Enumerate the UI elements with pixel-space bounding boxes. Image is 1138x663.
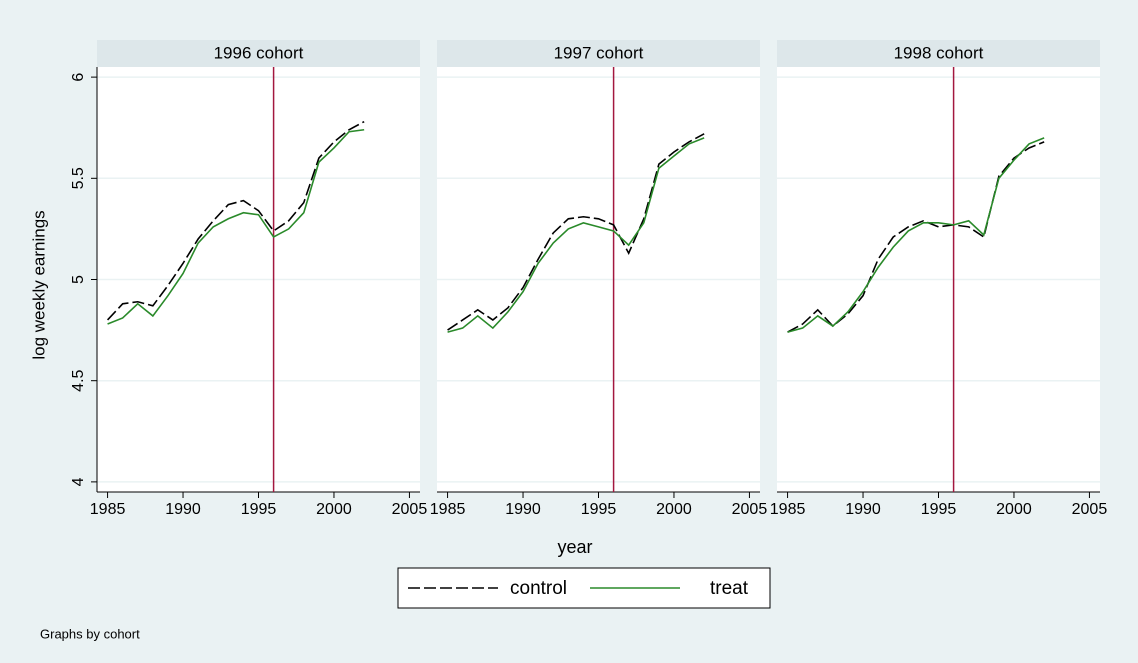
x-tick-label: 2005 <box>732 501 768 518</box>
x-tick-label: 2005 <box>392 501 428 518</box>
x-tick-label: 2000 <box>656 501 692 518</box>
x-tick-label: 1995 <box>581 501 617 518</box>
panel-title: 1996 cohort <box>214 43 304 62</box>
y-tick-label: 5.5 <box>70 167 87 189</box>
strip <box>437 40 760 67</box>
series-line <box>447 137 705 333</box>
x-axis-label: year <box>557 537 592 557</box>
x-tick-label: 1995 <box>241 501 277 518</box>
x-tick-label: 2000 <box>996 501 1032 518</box>
series-line <box>107 128 365 325</box>
x-tick-label: 1985 <box>770 501 806 518</box>
x-tick-label: 1985 <box>90 501 126 518</box>
y-axis-label: log weekly earnings <box>29 210 48 359</box>
series-line <box>787 141 1045 333</box>
strip <box>777 40 1100 67</box>
y-tick-label: 4 <box>70 477 87 486</box>
x-tick-label: 1985 <box>430 501 466 518</box>
legend-label: control <box>510 578 567 599</box>
x-tick-label: 1995 <box>921 501 957 518</box>
legend-label: treat <box>710 578 749 599</box>
x-tick-label: 1990 <box>505 501 541 518</box>
y-tick-label: 5 <box>70 275 87 284</box>
panel-title: 1998 cohort <box>894 43 984 62</box>
y-tick-label: 4.5 <box>70 369 87 391</box>
series-line <box>106 120 365 321</box>
x-tick-label: 1990 <box>845 501 881 518</box>
x-tick-label: 2005 <box>1072 501 1108 518</box>
series-line <box>787 137 1045 333</box>
panel-title: 1997 cohort <box>554 43 644 62</box>
strip <box>97 40 420 67</box>
note: Graphs by cohort <box>40 626 140 641</box>
series-line <box>447 133 705 331</box>
x-tick-label: 2000 <box>316 501 352 518</box>
x-tick-label: 1990 <box>165 501 201 518</box>
y-tick-label: 6 <box>70 73 87 82</box>
